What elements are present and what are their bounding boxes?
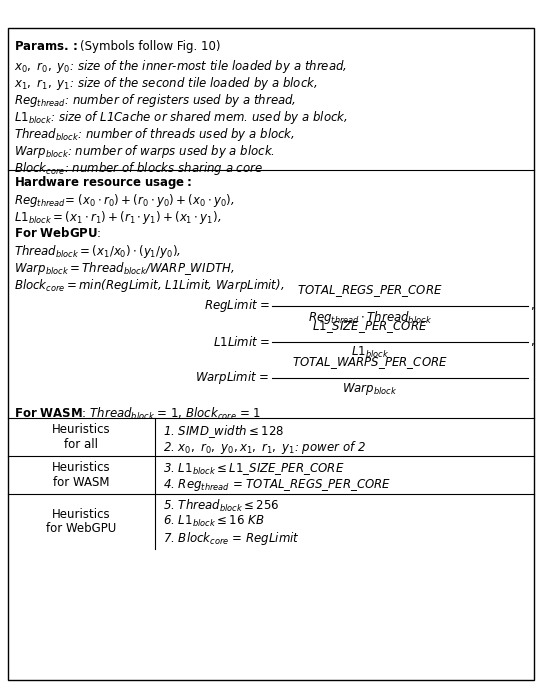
Text: $L1_{block}$: $L1_{block}$	[351, 345, 389, 360]
Text: 1. $SIMD\_width \leq 128$: 1. $SIMD\_width \leq 128$	[163, 423, 285, 440]
Text: Heuristics
for WASM: Heuristics for WASM	[52, 461, 111, 489]
Text: 3. $L1_{block} \leq L1\_SIZE\_PER\_CORE$: 3. $L1_{block} \leq L1\_SIZE\_PER\_CORE$	[163, 461, 344, 477]
Text: $Thread_{block} = (x_1/x_0) \cdot (y_1/y_0)$,: $Thread_{block} = (x_1/x_0) \cdot (y_1/y…	[14, 243, 181, 260]
Text: (Symbols follow Fig. 10): (Symbols follow Fig. 10)	[80, 40, 221, 53]
Text: $TOTAL\_WARPS\_PER\_CORE$: $TOTAL\_WARPS\_PER\_CORE$	[292, 355, 448, 371]
Text: $WarpLimit$ =: $WarpLimit$ =	[196, 370, 270, 386]
Text: $\mathbf{Hardware\ resource\ usage:}$: $\mathbf{Hardware\ resource\ usage:}$	[14, 174, 191, 191]
Text: 4. $Reg_{thread}$ = TOTAL_REGS_PER_CORE: 4. $Reg_{thread}$ = TOTAL_REGS_PER_CORE	[163, 477, 391, 493]
Text: Heuristics
for all: Heuristics for all	[52, 423, 111, 451]
Text: $x_0,\ r_0,\ y_0$: size of the inner-most tile loaded by a thread,: $x_0,\ r_0,\ y_0$: size of the inner-mos…	[14, 58, 347, 75]
Text: 5. $Thread_{block} \leq 256$: 5. $Thread_{block} \leq 256$	[163, 498, 280, 514]
Text: Heuristics
for WebGPU: Heuristics for WebGPU	[47, 507, 117, 535]
Text: $L1_{block} = (x_1 \cdot r_1) + (r_1 \cdot y_1) + (x_1 \cdot y_1)$,: $L1_{block} = (x_1 \cdot r_1) + (r_1 \cd…	[14, 209, 221, 226]
Text: $TOTAL\_REGS\_PER\_CORE$: $TOTAL\_REGS\_PER\_CORE$	[297, 283, 443, 299]
Text: $Reg_{thread} \cdot Thread_{block}$: $Reg_{thread} \cdot Thread_{block}$	[308, 309, 432, 326]
Text: $\mathbf{For\ WebGPU}$:: $\mathbf{For\ WebGPU}$:	[14, 226, 101, 240]
Text: ,: ,	[530, 335, 534, 349]
Text: ,: ,	[530, 299, 534, 313]
Text: $Reg_{thread}$: number of registers used by a thread,: $Reg_{thread}$: number of registers used…	[14, 92, 296, 109]
Text: $Reg_{thread}$= $(x_0 \cdot r_0) + (r_0 \cdot y_0) + (x_0 \cdot y_0)$,: $Reg_{thread}$= $(x_0 \cdot r_0) + (r_0 …	[14, 192, 235, 209]
Text: $Block_{core} = min$(RegLimit, L1Limit, WarpLimit),: $Block_{core} = min$(RegLimit, L1Limit, …	[14, 277, 285, 294]
Text: $L1_{block}$: size of L1Cache or shared mem. used by a block,: $L1_{block}$: size of L1Cache or shared …	[14, 109, 348, 126]
Text: $L1\_SIZE\_PER\_CORE$: $L1\_SIZE\_PER\_CORE$	[312, 319, 428, 335]
Text: $\mathbf{For\ WASM}$: $Thread_{block}$ = 1, $Block_{core}$ = 1: $\mathbf{For\ WASM}$: $Thread_{block}$ =…	[14, 406, 261, 422]
Text: 6. $L1_{block} \leq 16\ KB$: 6. $L1_{block} \leq 16\ KB$	[163, 514, 264, 529]
Text: $Thread_{block}$: number of threads used by a block,: $Thread_{block}$: number of threads used…	[14, 126, 295, 143]
Text: $Warp_{block}$: $Warp_{block}$	[343, 381, 398, 397]
Text: $Warp_{block} = Thread_{block}$/WARP_WIDTH,: $Warp_{block} = Thread_{block}$/WARP_WID…	[14, 260, 234, 277]
Text: $Block_{core}$: number of blocks sharing a core: $Block_{core}$: number of blocks sharing…	[14, 160, 263, 177]
Text: $x_1,\ r_1,\ y_1$: size of the second tile loaded by a block,: $x_1,\ r_1,\ y_1$: size of the second ti…	[14, 75, 318, 92]
Text: 2. $x_0,\ r_0,\ y_0, x_1,\ r_1,\ y_1$: power of 2: 2. $x_0,\ r_0,\ y_0, x_1,\ r_1,\ y_1$: p…	[163, 439, 366, 456]
Text: $Warp_{block}$: number of warps used by a block.: $Warp_{block}$: number of warps used by …	[14, 143, 275, 160]
Text: $RegLimit$ =: $RegLimit$ =	[204, 297, 270, 315]
Text: $\mathbf{Params.:}$: $\mathbf{Params.:}$	[14, 40, 78, 53]
Text: $L1Limit$ =: $L1Limit$ =	[212, 335, 270, 349]
Text: 7. $Block_{core}$ = $RegLimit$: 7. $Block_{core}$ = $RegLimit$	[163, 530, 300, 547]
